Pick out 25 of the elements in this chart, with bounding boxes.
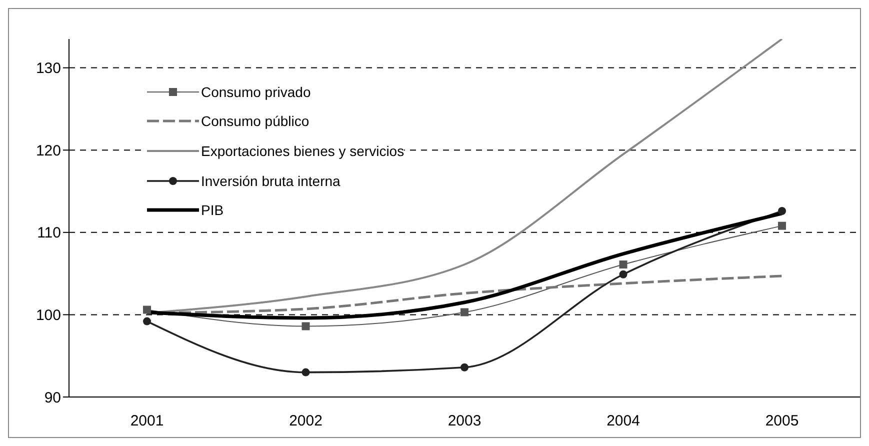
y-tick-label: 90 xyxy=(44,389,61,406)
point xyxy=(143,317,151,326)
point xyxy=(302,368,310,376)
legend-label: Consumo privado xyxy=(201,84,311,100)
point xyxy=(460,363,468,372)
y-tick-label: 110 xyxy=(37,224,61,242)
y-tick-label: 130 xyxy=(36,60,61,78)
point xyxy=(143,306,151,314)
legend-label: Consumo público xyxy=(201,113,310,130)
point xyxy=(778,207,786,216)
x-tick-label: 2005 xyxy=(765,412,799,430)
legend-label: Exportaciones bienes y servicios xyxy=(201,142,404,159)
point xyxy=(619,270,628,278)
x-tick-label: 2002 xyxy=(289,412,322,430)
legend-label: Inversión bruta interna xyxy=(201,172,340,189)
legend-label: PIB xyxy=(201,202,224,218)
point xyxy=(302,322,310,330)
x-tick-label: 2001 xyxy=(130,412,164,430)
x-tick-label: 2003 xyxy=(448,412,482,430)
y-tick-label: 100 xyxy=(36,307,61,324)
point xyxy=(778,222,786,230)
point xyxy=(460,308,468,316)
x-tick-label: 2004 xyxy=(606,412,640,430)
y-tick-label: 120 xyxy=(36,142,61,160)
point xyxy=(619,260,628,268)
